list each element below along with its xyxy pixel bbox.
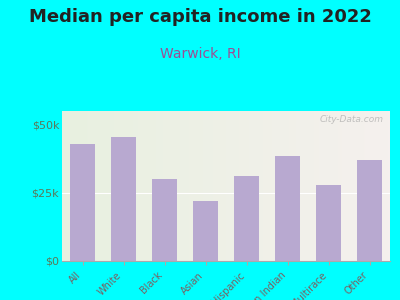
Bar xyxy=(357,160,382,261)
Text: Median per capita income in 2022: Median per capita income in 2022 xyxy=(28,8,372,26)
Bar xyxy=(234,176,259,261)
Bar xyxy=(275,156,300,261)
Text: Warwick, RI: Warwick, RI xyxy=(160,46,240,61)
Bar xyxy=(70,144,95,261)
Bar xyxy=(193,201,218,261)
Bar xyxy=(316,184,341,261)
Text: City-Data.com: City-Data.com xyxy=(320,116,384,124)
Bar xyxy=(111,137,136,261)
Bar xyxy=(152,179,177,261)
